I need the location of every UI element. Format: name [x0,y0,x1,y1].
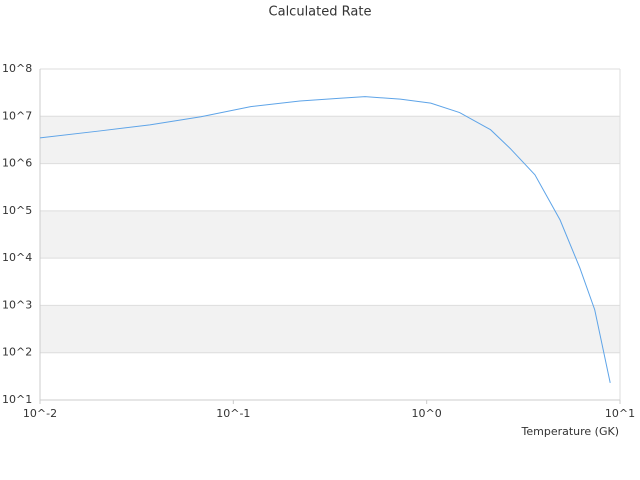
y-tick-label: 10^4 [2,251,32,264]
y-tick-label: 10^8 [2,62,32,75]
grid-band [40,305,620,353]
y-tick-label: 10^6 [2,157,32,170]
grid-band [40,210,620,259]
y-tick-label: 10^1 [2,393,32,406]
x-tick-label: 10^-1 [216,407,250,420]
grid-band [40,116,620,164]
y-tick-label: 10^5 [2,204,32,217]
x-tick-label: 10^-2 [23,407,57,420]
chart-title: Calculated Rate [269,5,372,20]
y-tick-label: 10^2 [2,346,32,359]
data-line [39,96,611,383]
y-tick-label: 10^3 [2,298,32,311]
x-axis-label: Temperature (GK) [521,425,620,438]
x-tick-label: 10^0 [412,407,442,420]
x-tick-label: 10^1 [605,407,635,420]
y-tick-label: 10^7 [2,109,32,122]
